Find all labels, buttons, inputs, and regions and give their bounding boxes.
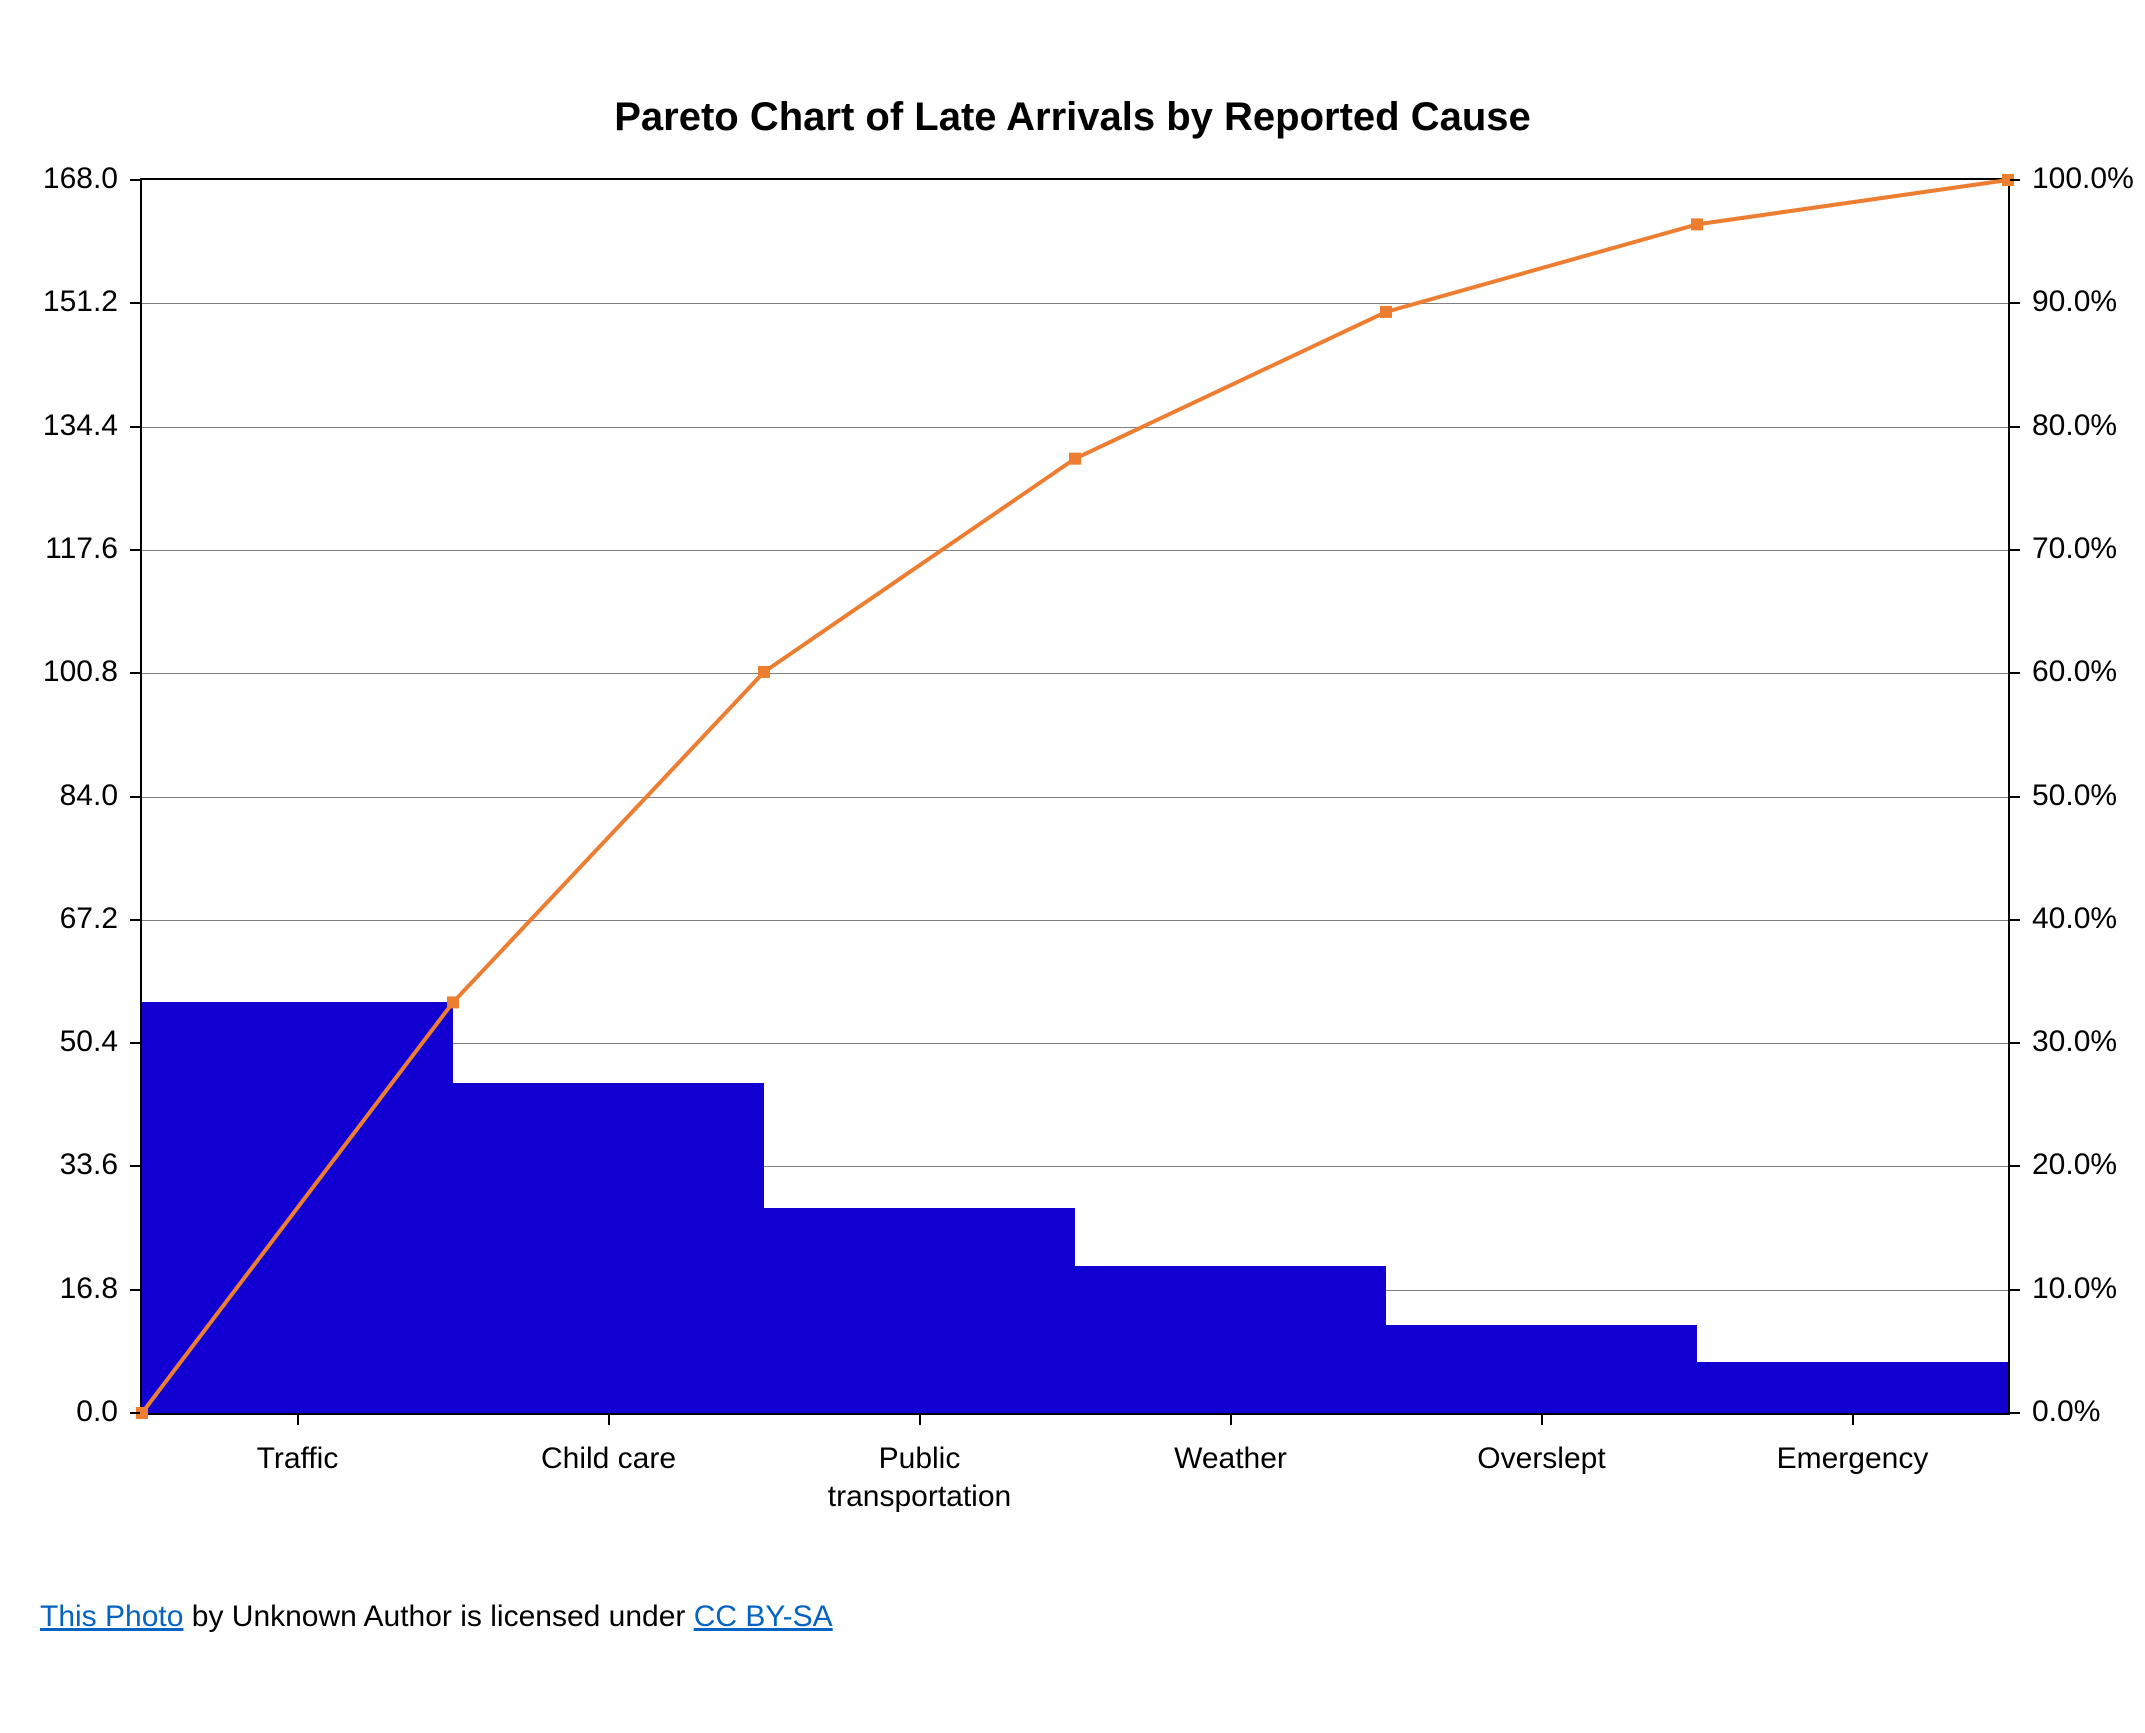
y-left-tick (130, 179, 140, 181)
y-left-tick (130, 426, 140, 428)
y-right-tick-label: 50.0% (2032, 779, 2117, 813)
y-left-tick-label: 168.0 (43, 162, 118, 196)
y-left-tick (130, 1165, 140, 1167)
y-left-tick-label: 117.6 (45, 532, 118, 566)
x-tick-label: Child care (479, 1440, 739, 1478)
y-right-tick-label: 70.0% (2032, 532, 2117, 566)
y-left-tick (130, 1412, 140, 1414)
y-left-tick-label: 50.4 (60, 1025, 118, 1059)
attribution-middle-text: by Unknown Author is licensed under (183, 1600, 693, 1633)
grid-line (142, 797, 2008, 798)
y-right-tick (2010, 1412, 2020, 1414)
y-right-tick-label: 100.0% (2032, 162, 2134, 196)
y-left-tick-label: 0.0 (76, 1395, 118, 1429)
y-right-tick-label: 80.0% (2032, 409, 2117, 443)
bar (453, 1083, 764, 1413)
x-tick (608, 1415, 610, 1425)
grid-line (142, 920, 2008, 921)
y-right-tick-label: 40.0% (2032, 902, 2117, 936)
attribution-photo-link[interactable]: This Photo (40, 1600, 183, 1633)
x-tick-label: Emergency (1723, 1440, 1983, 1478)
chart-canvas: Pareto Chart of Late Arrivals by Reporte… (0, 0, 2145, 1733)
y-right-tick-label: 10.0% (2032, 1272, 2117, 1306)
y-left-tick (130, 302, 140, 304)
bar (1697, 1362, 2008, 1413)
y-left-tick-label: 100.8 (43, 655, 118, 689)
x-tick (1230, 1415, 1232, 1425)
y-left-tick (130, 549, 140, 551)
bar (1075, 1266, 1386, 1413)
y-left-tick-label: 134.4 (43, 409, 118, 443)
x-tick (1852, 1415, 1854, 1425)
x-tick-label: Overslept (1412, 1440, 1672, 1478)
y-left-tick-label: 84.0 (60, 779, 118, 813)
y-right-tick (2010, 179, 2020, 181)
bar (1386, 1325, 1697, 1413)
plot-area (140, 178, 2010, 1415)
chart-title: Pareto Chart of Late Arrivals by Reporte… (0, 95, 2145, 140)
y-right-tick (2010, 672, 2020, 674)
y-right-tick-label: 0.0% (2032, 1395, 2100, 1429)
y-right-tick-label: 20.0% (2032, 1148, 2117, 1182)
y-left-tick-label: 67.2 (60, 902, 118, 936)
x-tick-label: Traffic (168, 1440, 428, 1478)
x-tick (1541, 1415, 1543, 1425)
y-left-tick-label: 16.8 (60, 1272, 118, 1306)
y-right-tick-label: 60.0% (2032, 655, 2117, 689)
y-left-tick (130, 796, 140, 798)
y-right-tick-label: 30.0% (2032, 1025, 2117, 1059)
x-tick (919, 1415, 921, 1425)
grid-line (142, 303, 2008, 304)
y-right-tick (2010, 1165, 2020, 1167)
y-right-tick-label: 90.0% (2032, 285, 2117, 319)
y-right-tick (2010, 302, 2020, 304)
y-right-tick (2010, 1042, 2020, 1044)
bar (764, 1208, 1075, 1414)
x-tick-label: Weather (1101, 1440, 1361, 1478)
x-tick-label: Public transportation (790, 1440, 1050, 1516)
y-right-tick (2010, 919, 2020, 921)
y-right-tick (2010, 549, 2020, 551)
y-left-tick (130, 919, 140, 921)
grid-line (142, 427, 2008, 428)
y-right-tick (2010, 426, 2020, 428)
grid-line (142, 673, 2008, 674)
attribution: This Photo by Unknown Author is licensed… (40, 1600, 833, 1634)
bar (142, 1002, 453, 1413)
attribution-license-link[interactable]: CC BY-SA (694, 1600, 833, 1633)
y-left-tick (130, 1289, 140, 1291)
x-tick (297, 1415, 299, 1425)
grid-line (142, 550, 2008, 551)
y-right-tick (2010, 796, 2020, 798)
y-left-tick (130, 1042, 140, 1044)
y-right-tick (2010, 1289, 2020, 1291)
y-left-tick-label: 151.2 (43, 285, 118, 319)
y-left-tick (130, 672, 140, 674)
y-left-tick-label: 33.6 (60, 1148, 118, 1182)
